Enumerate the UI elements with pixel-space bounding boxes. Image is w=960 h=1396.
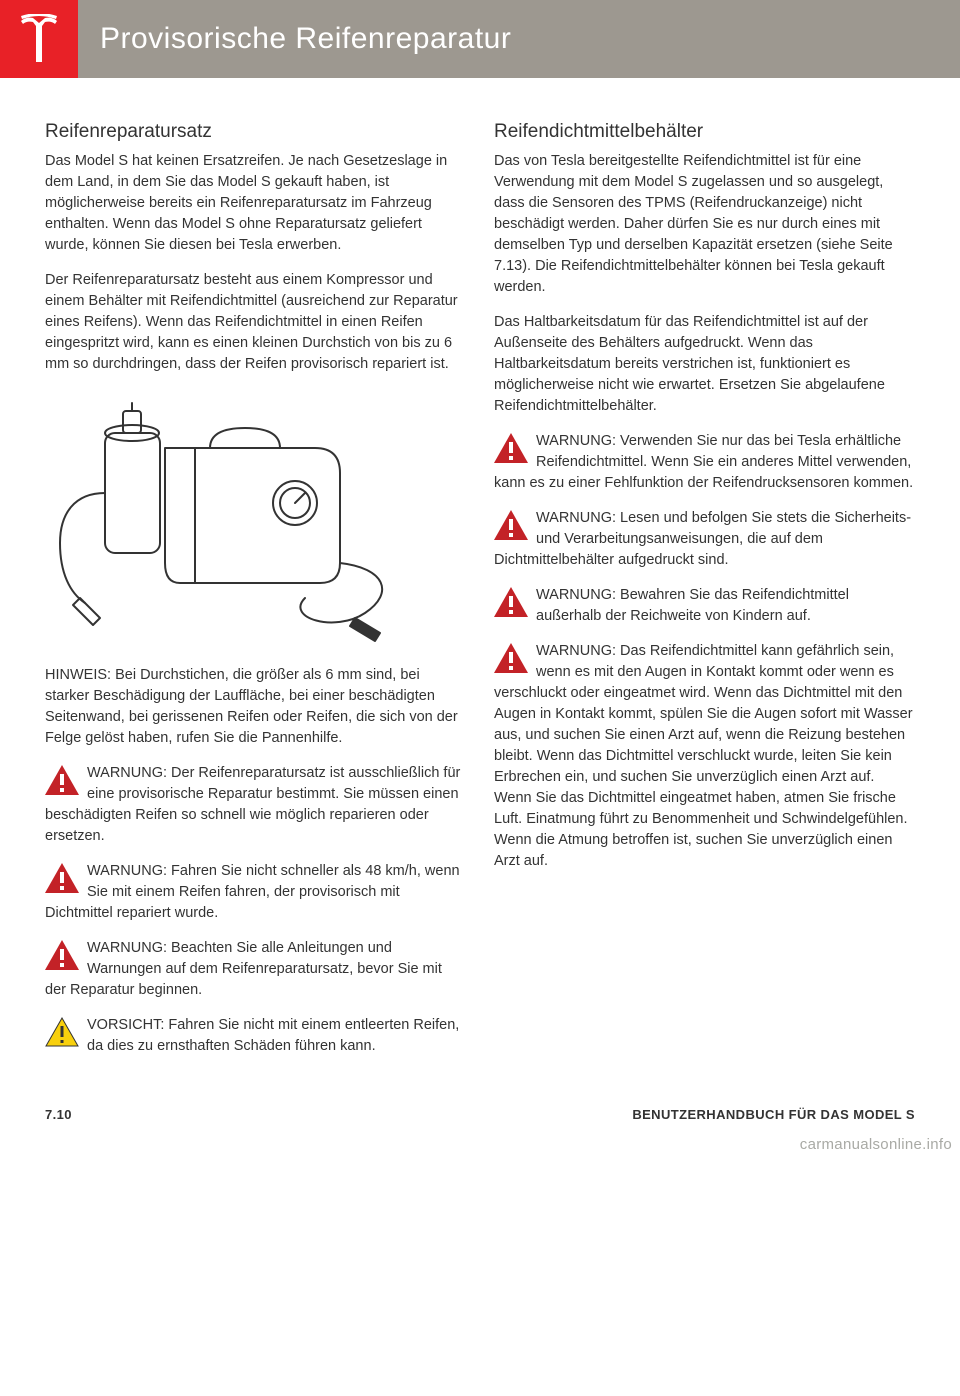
manual-title: BENUTZERHANDBUCH FÜR DAS MODEL S: [632, 1107, 915, 1122]
title-box: Provisorische Reifenreparatur: [78, 0, 960, 78]
caution-block: VORSICHT: Fahren Sie nicht mit einem ent…: [45, 1015, 466, 1057]
right-column: Reifendichtmittelbehälter Das von Tesla …: [494, 121, 915, 1071]
repair-kit-illustration: [45, 393, 466, 643]
warning-block: WARNUNG: Bewahren Sie das Reifendichtmit…: [494, 585, 915, 627]
warning-block: WARNUNG: Der Reifenreparatursatz ist aus…: [45, 763, 466, 847]
caution-text: VORSICHT: Fahren Sie nicht mit einem ent…: [45, 1015, 466, 1057]
watermark: carmanualsonline.info: [0, 1132, 960, 1157]
right-paragraph-2: Das Haltbarkeitsdatum für das Reifendich…: [494, 312, 915, 417]
page-footer: 7.10 BENUTZERHANDBUCH FÜR DAS MODEL S: [0, 1101, 960, 1132]
warning-text: WARNUNG: Lesen und befolgen Sie stets di…: [494, 508, 915, 571]
left-paragraph-1: Das Model S hat keinen Ersatzreifen. Je …: [45, 151, 466, 256]
tesla-logo-icon: [19, 14, 59, 64]
warning-text: WARNUNG: Verwenden Sie nur das bei Tesla…: [494, 431, 915, 494]
warning-text: WARNUNG: Beachten Sie alle Anleitungen u…: [45, 938, 466, 1001]
warning-block: WARNUNG: Beachten Sie alle Anleitungen u…: [45, 938, 466, 1001]
right-paragraph-1: Das von Tesla bereitgestellte Reifendich…: [494, 151, 915, 298]
warning-block: WARNUNG: Lesen und befolgen Sie stets di…: [494, 508, 915, 571]
warning-icon: [494, 643, 528, 673]
warning-block: WARNUNG: Verwenden Sie nur das bei Tesla…: [494, 431, 915, 494]
page-header: Provisorische Reifenreparatur: [0, 0, 960, 78]
page-number: 7.10: [45, 1107, 72, 1122]
warning-text: WARNUNG: Das Reifendichtmittel kann gefä…: [494, 641, 915, 872]
left-column: Reifenreparatursatz Das Model S hat kein…: [45, 121, 466, 1071]
content-area: Reifenreparatursatz Das Model S hat kein…: [0, 78, 960, 1101]
caution-icon: [45, 1017, 79, 1047]
warning-icon: [494, 510, 528, 540]
right-heading: Reifendichtmittelbehälter: [494, 121, 915, 143]
left-paragraph-2: Der Reifenreparatursatz besteht aus eine…: [45, 270, 466, 375]
warning-block: WARNUNG: Das Reifendichtmittel kann gefä…: [494, 641, 915, 872]
left-heading: Reifenreparatursatz: [45, 121, 466, 143]
warning-text: WARNUNG: Fahren Sie nicht schneller als …: [45, 861, 466, 924]
left-note: HINWEIS: Bei Durchstichen, die größer al…: [45, 665, 466, 749]
warning-icon: [45, 940, 79, 970]
warning-icon: [494, 433, 528, 463]
warning-text: WARNUNG: Der Reifenreparatursatz ist aus…: [45, 763, 466, 847]
warning-icon: [45, 765, 79, 795]
warning-text: WARNUNG: Bewahren Sie das Reifendichtmit…: [494, 585, 915, 627]
page-title: Provisorische Reifenreparatur: [100, 22, 511, 56]
warning-icon: [45, 863, 79, 893]
warning-block: WARNUNG: Fahren Sie nicht schneller als …: [45, 861, 466, 924]
warning-icon: [494, 587, 528, 617]
brand-logo-box: [0, 0, 78, 78]
